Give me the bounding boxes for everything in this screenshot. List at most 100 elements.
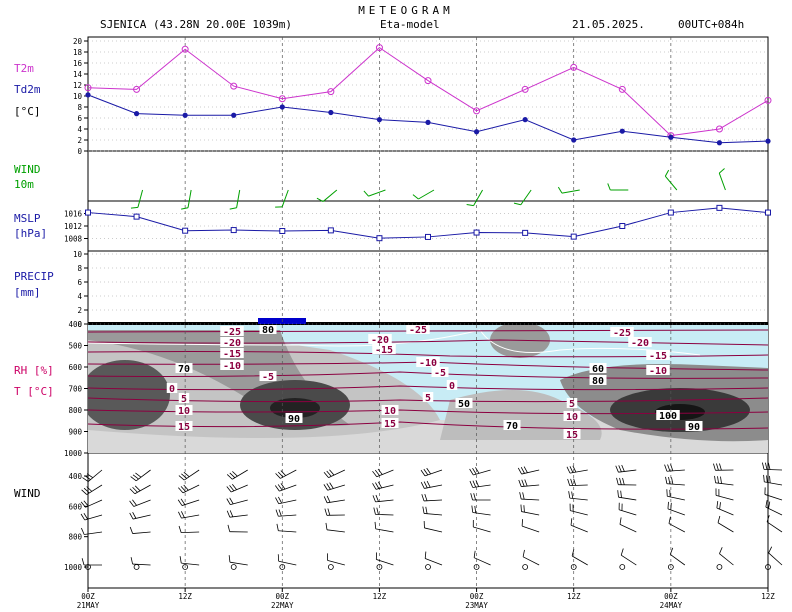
wind-profile-barb (570, 524, 588, 533)
wind-pressure-tick-label: 600 (68, 502, 82, 511)
wind-profile-feather (571, 549, 575, 557)
isotherm-label: -25 (613, 328, 631, 339)
isotherm-label: -20 (631, 338, 649, 349)
wind-profile-feather (769, 475, 771, 483)
isotherm-label-bg (610, 327, 634, 337)
wind10-barb-feather (607, 183, 611, 191)
wind-profile-feather (569, 466, 574, 473)
wind-profile-feather (179, 556, 182, 564)
isotherm-label-bg (381, 405, 399, 415)
time-tick-label: 12Z (567, 592, 581, 601)
rh-label: 80 (592, 376, 604, 387)
mslp-point (133, 213, 140, 220)
mslp-point (716, 204, 723, 211)
pressure-tick-label: 900 (68, 428, 82, 437)
time-tick-label: 12Z (761, 592, 775, 601)
wind-profile-barb (472, 484, 491, 488)
wind-profile-feather (471, 505, 474, 513)
wind-profile-feather (716, 463, 719, 471)
rh-label: 50 (458, 399, 470, 410)
rh-label-bg (285, 413, 303, 423)
wind-profile-feather (178, 525, 182, 533)
isotherm-label: -10 (649, 366, 667, 377)
isotherm-label: -15 (223, 349, 241, 360)
isotherm-label: -5 (434, 368, 446, 379)
rh-label-bg (589, 363, 607, 373)
t2m-point (133, 85, 141, 93)
wind10-barb (236, 189, 241, 208)
wind-profile-feather (424, 494, 428, 501)
wind-profile-feather (180, 511, 185, 518)
wind-profile-feather (616, 477, 619, 485)
wind-profile-feather (326, 483, 331, 490)
run-label: 00UTC+084h (678, 18, 744, 31)
day-label: 21MAY (77, 601, 100, 610)
rh-label: 90 (688, 422, 700, 433)
wind10-barb-feather (718, 168, 725, 174)
wind-profile-feather (518, 479, 522, 487)
wind-profile-feather (135, 472, 142, 478)
wind-profile-feather (183, 484, 189, 491)
wind-profile-feather (180, 498, 186, 505)
wind-profile-feather (326, 470, 332, 477)
td2m-point (668, 134, 674, 140)
time-axis: 00Z 12Z 00Z 12Z 00Z 12Z 00Z 12Z 21MAY 22MAY 23MAY 2… (77, 588, 775, 610)
isotherm-label-bg (368, 334, 392, 344)
wind-profile-feather (134, 485, 141, 492)
isotherm-label-bg (381, 418, 399, 428)
wind-profile-feather (83, 487, 90, 494)
panel-labels: T2m Td2m [°C] WIND 10m MSLP [hPa] PRECIP… (14, 62, 54, 500)
wind10-barb (718, 172, 726, 191)
wind10-barb-feather (466, 204, 474, 207)
t2m-point (181, 45, 189, 53)
mslp-point (425, 233, 431, 240)
wind-profile-feather (129, 512, 134, 520)
wind-profile-feather (323, 484, 328, 491)
isotherm-label-bg (178, 393, 190, 403)
t2m-line (87, 46, 769, 137)
wind-profile-feather (376, 507, 379, 515)
rh-label-bg (259, 324, 277, 334)
wind-profile-feather (521, 479, 525, 487)
wind-profile-barb (375, 528, 394, 533)
isotherm-label-bg (566, 398, 578, 408)
wind-profile-feather (617, 490, 619, 498)
wind-profile-barb (619, 524, 637, 533)
wind-profile-feather (324, 508, 328, 516)
t2m-point (715, 125, 723, 133)
wind-profile-feather (329, 482, 334, 489)
wind-profile-feather (519, 492, 522, 500)
rh-label: 80 (262, 325, 274, 336)
isotherm-label-bg (446, 380, 458, 390)
rh-label-bg (589, 375, 607, 385)
wind-profile-feather (469, 468, 474, 476)
wind-profile-label: WIND (14, 487, 41, 500)
wind-profile-feather (80, 501, 86, 508)
time-tick-label: 00Z (664, 592, 678, 601)
temp-tick-label: 2 (77, 136, 82, 145)
isotherm-label: -10 (419, 358, 437, 369)
t2m-point (521, 85, 529, 93)
day-label: 23MAY (465, 601, 488, 610)
wind-profile-feather (622, 477, 625, 485)
isotherm-label: -20 (223, 338, 241, 349)
wind-profile-feather (570, 478, 574, 486)
rh-label: 90 (288, 414, 300, 425)
wind-profile-feather (278, 496, 282, 504)
mslp-tick-label: 1016 (64, 210, 83, 219)
wind-profile-feather (620, 490, 622, 498)
td2m-point (182, 112, 188, 118)
temp-unit-label: [°C] (14, 105, 41, 118)
isotherm-label: 10 (178, 406, 190, 417)
wind-profile-feather (618, 465, 622, 472)
wind-profile-feather (326, 495, 331, 503)
wind-profile-feather (474, 505, 477, 513)
wind-profile-feather (420, 469, 426, 477)
wind-profile-feather (669, 547, 674, 555)
wind-profile-feather (620, 548, 624, 556)
temp-tick-label: 6 (77, 114, 82, 123)
wind-profile-feather (178, 511, 182, 519)
wind-profile-barb (424, 484, 443, 489)
